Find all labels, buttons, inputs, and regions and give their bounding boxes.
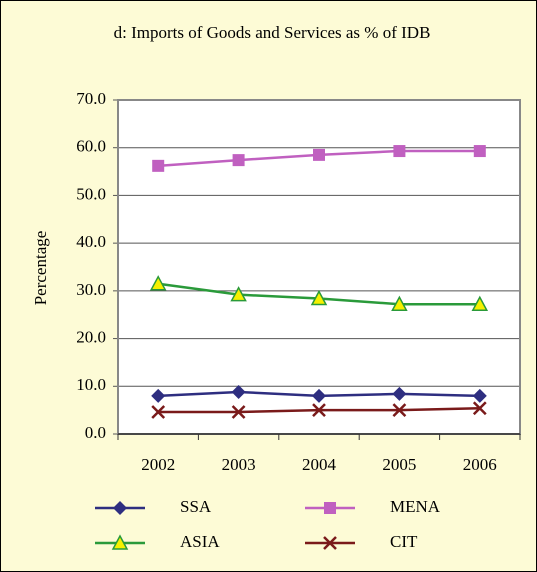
legend-marker (323, 536, 337, 550)
y-axis-label: Percentage (31, 231, 50, 306)
x-tick-label: 2003 (222, 455, 256, 474)
data-point (392, 403, 407, 418)
data-point (151, 405, 166, 419)
data-point (312, 388, 326, 403)
data-point (151, 388, 166, 403)
data-point (310, 289, 328, 306)
data-point (472, 401, 487, 416)
y-tick-label: 20.0 (76, 327, 106, 346)
legend-label: CIT (390, 532, 418, 551)
legend-label: SSA (180, 497, 212, 516)
legend-marker (113, 501, 127, 515)
data-point (149, 275, 167, 291)
data-point (391, 295, 408, 311)
data-point (393, 145, 406, 158)
legend-marker (111, 534, 129, 550)
x-tick-label: 2002 (141, 455, 175, 474)
y-tick-label: 50.0 (76, 184, 106, 203)
data-point (231, 405, 246, 419)
data-point (312, 403, 326, 418)
data-point (472, 388, 487, 403)
legend-label: ASIA (180, 532, 220, 551)
data-point (313, 148, 325, 161)
data-point (152, 159, 165, 172)
data-point (230, 286, 247, 302)
y-tick-label: 0.0 (85, 423, 106, 442)
x-tick-label: 2005 (382, 455, 416, 474)
x-tick-label: 2006 (463, 455, 497, 474)
x-tick-label: 2004 (302, 455, 337, 474)
data-point (232, 154, 245, 167)
data-point (471, 295, 489, 311)
chart-title: d: Imports of Goods and Services as % of… (114, 23, 431, 42)
data-point (231, 385, 246, 400)
legend-label: MENA (390, 497, 441, 516)
legend-marker (324, 502, 336, 514)
y-tick-label: 10.0 (76, 375, 106, 394)
y-tick-label: 40.0 (76, 232, 106, 251)
data-point (392, 386, 407, 401)
y-tick-label: 60.0 (76, 137, 106, 156)
y-tick-label: 30.0 (76, 280, 106, 299)
data-point (473, 145, 486, 158)
y-tick-label: 70.0 (76, 89, 106, 108)
